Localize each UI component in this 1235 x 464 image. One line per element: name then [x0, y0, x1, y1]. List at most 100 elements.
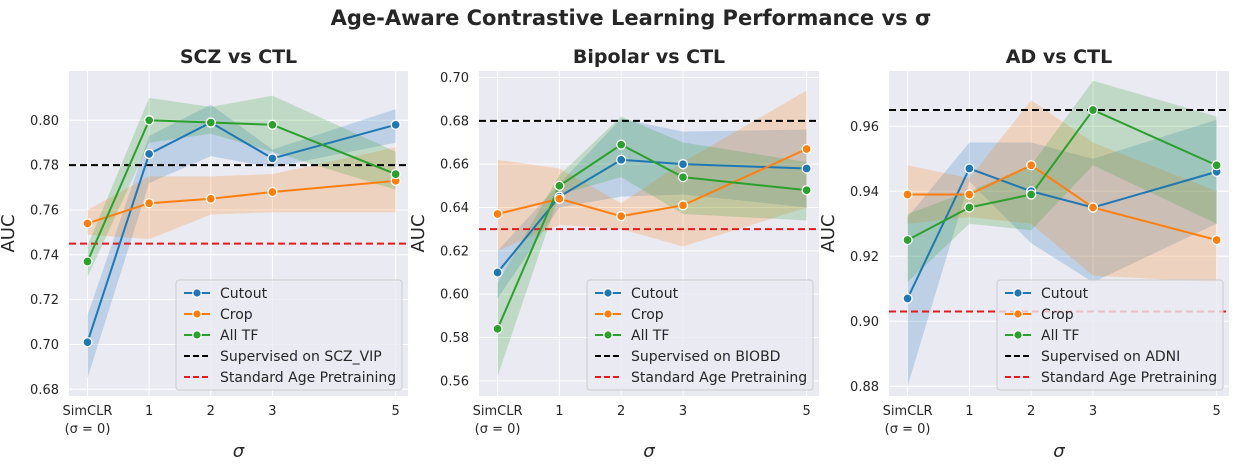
x-tick-label: SimCLR (σ = 0)	[883, 404, 933, 437]
data-point-crop	[143, 198, 155, 209]
data-point-cutout	[964, 163, 975, 174]
data-point-crop	[205, 193, 216, 204]
data-layer	[479, 90, 819, 377]
x-axis-label: σ	[233, 441, 245, 462]
panel-title: Bipolar vs CTL	[573, 46, 725, 68]
y-tick-label: 0.64	[440, 201, 469, 216]
y-tick-label: 0.62	[440, 244, 469, 259]
data-point-crop	[1087, 202, 1099, 213]
data-point-all_tf	[1026, 189, 1037, 200]
x-tick-label: 2	[207, 404, 215, 419]
data-point-all_tf	[267, 119, 278, 130]
panel-title: AD vs CTL	[1006, 46, 1112, 68]
data-point-all_tf	[492, 323, 503, 334]
legend-label: Supervised on ADNI	[1041, 349, 1180, 365]
data-point-cutout	[492, 267, 503, 278]
legend-marker	[192, 309, 202, 319]
ci-band-crop	[497, 90, 807, 251]
panel-1: SCZ vs CTL 0.68 0.70 0.72 0.74 0.76 0.78 0.80 Si…	[0, 46, 408, 462]
y-tick-label: 0.68	[30, 383, 59, 398]
x-axis-label: σ	[1053, 441, 1065, 462]
legend-label: Supervised on BIOBD	[631, 349, 780, 365]
y-tick-label: 0.92	[850, 250, 879, 265]
legend-marker	[1013, 288, 1023, 298]
data-point-all_tf	[205, 117, 216, 128]
legend-marker	[192, 330, 202, 340]
data-layer	[69, 95, 408, 379]
y-tick-label: 0.56	[440, 374, 469, 389]
y-tick-label: 0.72	[30, 293, 59, 308]
x-tick-label: 2	[1027, 404, 1035, 419]
y-tick-label: 0.80	[30, 114, 59, 129]
data-point-crop	[1026, 160, 1037, 171]
data-point-cutout	[390, 119, 401, 130]
x-tick-label: 3	[1089, 404, 1097, 419]
data-point-all_tf	[1211, 160, 1222, 171]
data-point-all_tf	[554, 180, 565, 191]
y-tick-label: 0.94	[850, 185, 879, 200]
legend-label: Crop	[220, 307, 253, 323]
data-point-crop	[801, 143, 812, 155]
legend: Cutout Crop All TF Supervised on SCZ_VIP Sta…	[175, 279, 403, 391]
x-tick-label: 5	[1212, 404, 1220, 419]
figure-title: Age-Aware Contrastive Learning Performan…	[331, 6, 932, 30]
data-point-all_tf	[143, 115, 155, 126]
y-tick-label: 0.68	[440, 114, 469, 129]
legend-label: Supervised on SCZ_VIP	[220, 349, 382, 365]
legend-marker	[1013, 330, 1023, 340]
x-tick-label: 1	[555, 404, 563, 419]
ci-band-crop	[87, 147, 396, 240]
data-point-all_tf	[390, 168, 401, 180]
legend: Cutout Crop All TF Supervised on ADNI Standa…	[996, 279, 1224, 391]
y-tick-label: 0.74	[30, 248, 59, 263]
panel-title: SCZ vs CTL	[180, 46, 297, 68]
data-point-crop	[964, 189, 975, 200]
data-point-cutout	[82, 337, 93, 348]
legend-box	[175, 279, 403, 391]
legend-label: All TF	[1041, 328, 1079, 344]
legend-marker	[603, 330, 613, 340]
legend-marker	[1013, 309, 1023, 319]
y-tick-label: 0.90	[850, 315, 879, 330]
data-point-crop	[554, 193, 565, 204]
x-tick-label: 2	[617, 404, 625, 419]
legend-label: Standard Age Pretraining	[1041, 370, 1217, 386]
y-axis-label: AUC	[818, 214, 839, 252]
y-tick-label: 0.78	[30, 159, 59, 174]
data-point-all_tf	[902, 234, 913, 246]
x-axis-label: σ	[643, 441, 655, 462]
data-point-all_tf	[677, 172, 689, 183]
legend: Cutout Crop All TF Supervised on BIOBD Stand…	[586, 279, 814, 391]
panel-3: AD vs CTL 0.88 0.90 0.92 0.94 0.96 SimCLR (σ = …	[818, 46, 1229, 462]
y-tick-label: 0.70	[440, 71, 469, 86]
data-point-all_tf	[1087, 104, 1099, 116]
data-point-crop	[616, 211, 627, 222]
y-tick-label: 0.70	[30, 338, 59, 353]
y-tick-label: 0.60	[440, 288, 469, 303]
ci-band-crop	[907, 100, 1217, 283]
x-tick-label: 5	[802, 404, 810, 419]
x-tick-label: 1	[145, 404, 153, 419]
y-tick-label: 0.76	[30, 203, 59, 218]
data-point-cutout	[902, 293, 913, 304]
legend-label: Cutout	[1041, 286, 1089, 302]
legend-marker	[603, 288, 613, 298]
data-point-cutout	[677, 159, 689, 170]
y-tick-label: 0.96	[850, 120, 879, 135]
legend-box	[586, 279, 814, 391]
x-tick-label: 1	[965, 404, 973, 419]
data-point-crop	[1211, 234, 1222, 246]
y-tick-label: 0.58	[440, 331, 469, 346]
legend-label: Cutout	[220, 286, 268, 302]
legend-box	[996, 279, 1224, 391]
legend-label: Standard Age Pretraining	[220, 370, 396, 386]
y-axis-label: AUC	[408, 214, 429, 252]
data-point-all_tf	[616, 139, 627, 150]
ci-band-cutout	[87, 104, 396, 379]
legend-label: All TF	[631, 328, 669, 344]
legend-label: Crop	[1041, 307, 1074, 323]
data-point-crop	[267, 186, 278, 198]
data-point-all_tf	[801, 185, 812, 196]
data-point-all_tf	[964, 202, 975, 213]
